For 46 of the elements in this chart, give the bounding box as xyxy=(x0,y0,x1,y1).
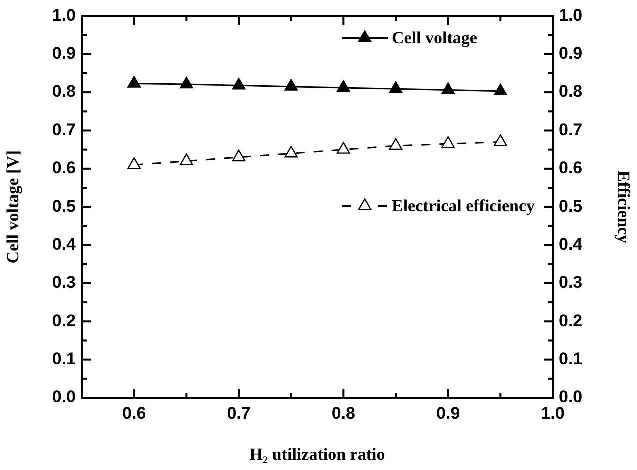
y-tick-label: 0.1 xyxy=(52,350,76,369)
x-tick-label: 0.6 xyxy=(122,404,146,423)
point xyxy=(442,82,455,94)
y2-tick-label: 1.0 xyxy=(559,6,583,25)
x-tick-label: 0.7 xyxy=(227,404,251,423)
legend-label: Cell voltage xyxy=(392,28,478,48)
y-tick-label: 1.0 xyxy=(52,6,76,25)
y-tick-label: 0.6 xyxy=(52,158,76,178)
point xyxy=(180,154,194,166)
y2-tick-label: 0.4 xyxy=(559,234,584,254)
point xyxy=(494,134,508,146)
y2-tick-label: 0.8 xyxy=(559,82,583,102)
point xyxy=(442,136,455,148)
y2-axis-title: Efficiency xyxy=(614,170,634,244)
y2-tick-label: 0.6 xyxy=(559,158,583,178)
y-tick-label: 0.8 xyxy=(52,82,76,102)
legend-label: Electrical efficiency xyxy=(392,196,536,216)
point xyxy=(180,76,194,89)
point xyxy=(337,80,350,92)
y-tick-label: 0.3 xyxy=(52,273,76,292)
y-tick-label: 0.7 xyxy=(52,120,76,140)
x-tick-label: 0.9 xyxy=(436,404,460,423)
y2-tick-label: 0.2 xyxy=(559,311,583,330)
y-tick-label: 0.9 xyxy=(52,44,76,64)
y-tick-label: 0.2 xyxy=(52,311,76,330)
point xyxy=(284,146,298,158)
y-axis-title: Cell voltage [V] xyxy=(4,150,23,264)
point xyxy=(128,76,141,88)
y2-tick-label: 0.7 xyxy=(559,120,583,140)
y2-tick-label: 0.9 xyxy=(559,44,583,64)
point xyxy=(284,79,298,91)
y2-tick-label: 0.1 xyxy=(559,350,583,369)
point xyxy=(232,150,246,162)
y2-tick-label: 0.5 xyxy=(559,196,583,216)
y2-tick-label: 0.3 xyxy=(559,273,583,292)
point xyxy=(494,84,508,96)
y-tick-label: 0.5 xyxy=(52,196,76,216)
x-axis-title: H₂ utilization ratio xyxy=(250,445,386,464)
y-tick-label: 0.0 xyxy=(52,388,76,407)
y-tick-label: 0.4 xyxy=(52,234,77,254)
point xyxy=(128,158,141,170)
x-tick-label: 0.8 xyxy=(332,404,356,423)
point xyxy=(337,142,350,154)
point xyxy=(389,138,403,150)
point xyxy=(232,78,246,90)
point xyxy=(389,82,403,94)
